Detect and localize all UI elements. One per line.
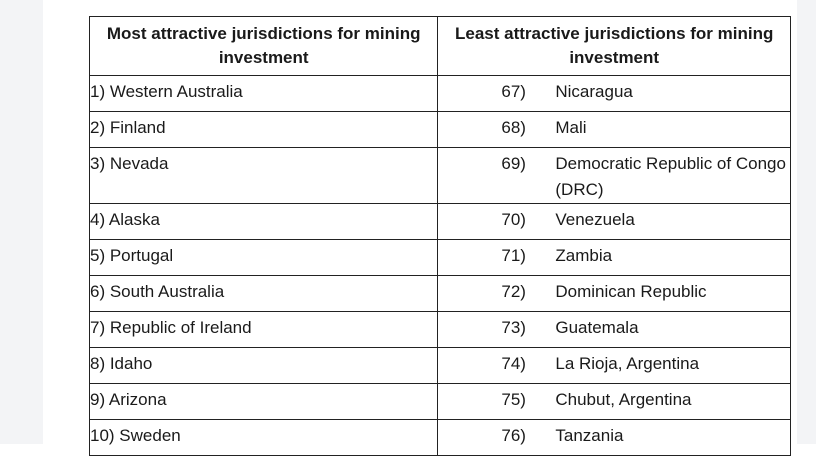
most-attractive-header: Most attractive jurisdictions for mining… [88,16,439,76]
least-attractive-cell: 67) Nicaragua [437,75,791,112]
jurisdiction-name: Democratic Republic of Congo (DRC) [555,154,786,199]
jurisdiction-name: Chubut, Argentina [555,390,692,409]
table-row: 7) Republic of Ireland 73) Guatemala [88,311,791,348]
jurisdiction-name: Tanzania [555,426,624,445]
rank-number: 70) [501,210,526,229]
jurisdiction-name: Zambia [555,246,613,265]
most-attractive-cell: 3) Nevada [88,147,439,204]
right-margin [797,0,816,444]
jurisdiction-name: Guatemala [555,318,639,337]
rank-number: 74) [501,354,526,373]
table-row: 10) Sweden 76) Tanzania [88,419,791,456]
least-attractive-header: Least attractive jurisdictions for minin… [437,16,791,76]
rank-number: 76) [501,426,526,445]
rank-number: 67) [501,82,526,101]
table-row: 1) Western Australia 67) Nicaragua [88,75,791,112]
table-row: 3) Nevada 69) Democratic Republic of Cong… [88,147,791,204]
most-attractive-cell: 5) Portugal [88,239,439,276]
rank-number: 73) [501,318,526,337]
jurisdiction-name: Mali [555,118,587,137]
table-row: 9) Arizona 75) Chubut, Argentina [88,383,791,420]
rank-number: 71) [501,246,526,265]
least-attractive-cell: 74) La Rioja, Argentina [437,347,791,384]
jurisdiction-name: Dominican Republic [555,282,707,301]
most-attractive-cell: 10) Sweden [88,419,439,456]
most-attractive-cell: 7) Republic of Ireland [88,311,439,348]
jurisdiction-name: Nicaragua [555,82,633,101]
least-attractive-cell: 68) Mali [437,111,791,148]
least-attractive-cell: 75) Chubut, Argentina [437,383,791,420]
rank-number: 75) [501,390,526,409]
most-attractive-cell: 6) South Australia [88,275,439,312]
table-row: 8) Idaho 74) La Rioja, Argentina [88,347,791,384]
jurisdiction-name: Venezuela [555,210,635,229]
least-attractive-cell: 71) Zambia [437,239,791,276]
least-attractive-cell: 76) Tanzania [437,419,791,456]
table-row: 2) Finland 68) Mali [88,111,791,148]
jurisdiction-name: La Rioja, Argentina [555,354,700,373]
most-attractive-cell: 8) Idaho [88,347,439,384]
most-attractive-cell: 4) Alaska [88,203,439,240]
jurisdiction-ranking-table: Most attractive jurisdictions for mining… [88,16,791,456]
table-row: 6) South Australia 72) Dominican Republic [88,275,791,312]
least-attractive-cell: 72) Dominican Republic [437,275,791,312]
least-attractive-cell: 70) Venezuela [437,203,791,240]
table-row: 4) Alaska 70) Venezuela [88,203,791,240]
rank-number: 72) [501,282,526,301]
most-attractive-cell: 2) Finland [88,111,439,148]
most-attractive-cell: 1) Western Australia [88,75,439,112]
table-row: 5) Portugal 71) Zambia [88,239,791,276]
rank-number: 68) [501,118,526,137]
least-attractive-cell: 73) Guatemala [437,311,791,348]
most-attractive-cell: 9) Arizona [88,383,439,420]
rank-number: 69) [501,154,526,173]
least-attractive-cell: 69) Democratic Republic of Congo (DRC) [437,147,791,204]
left-margin [0,0,43,444]
